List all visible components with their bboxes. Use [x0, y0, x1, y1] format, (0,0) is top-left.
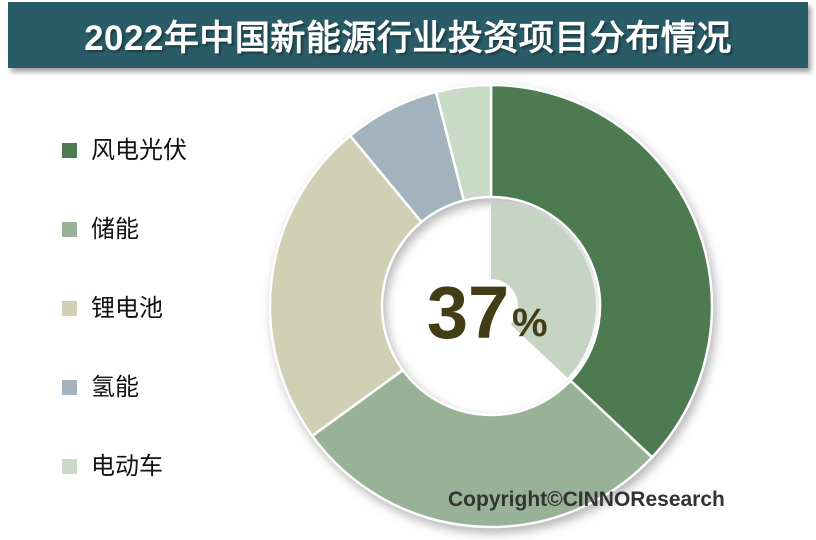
legend-swatch-hydrogen — [62, 380, 77, 395]
legend-swatch-lithium-battery — [62, 301, 77, 316]
center-value: 37 — [427, 271, 509, 354]
legend-label-wind-pv: 风电光伏 — [91, 137, 187, 164]
legend-label-lithium-battery: 锂电池 — [91, 295, 163, 322]
legend-swatch-ev — [62, 459, 77, 474]
legend: 风电光伏储能锂电池氢能电动车 — [62, 136, 187, 481]
slice-wind-pv — [489, 83, 714, 459]
legend-swatch-wind-pv — [62, 143, 77, 158]
slice-energy-storage — [310, 368, 654, 529]
legend-item-lithium-battery: 锂电池 — [62, 294, 187, 323]
copyright-text: Copyright©CINNOResearch — [448, 488, 725, 511]
highlight-wedge — [491, 201, 597, 378]
legend-label-energy-storage: 储能 — [91, 216, 139, 243]
center-highlight-wedge — [491, 201, 597, 378]
center-notch — [464, 279, 518, 333]
legend-item-wind-pv: 风电光伏 — [62, 136, 187, 165]
page-title: 2022年中国新能源行业投资项目分布情况 — [84, 18, 732, 58]
legend-item-ev: 电动车 — [62, 452, 187, 481]
slice-ev — [434, 83, 493, 202]
legend-item-energy-storage: 储能 — [62, 215, 187, 244]
legend-item-hydrogen: 氢能 — [62, 373, 187, 402]
donut-slices — [268, 83, 714, 529]
legend-label-hydrogen: 氢能 — [91, 374, 139, 401]
slice-lithium-battery — [268, 134, 423, 438]
title-banner: 2022年中国新能源行业投资项目分布情况 — [8, 2, 808, 68]
legend-swatch-energy-storage — [62, 222, 77, 237]
center-percent-sign: % — [512, 301, 548, 345]
legend-label-ev: 电动车 — [91, 453, 163, 480]
